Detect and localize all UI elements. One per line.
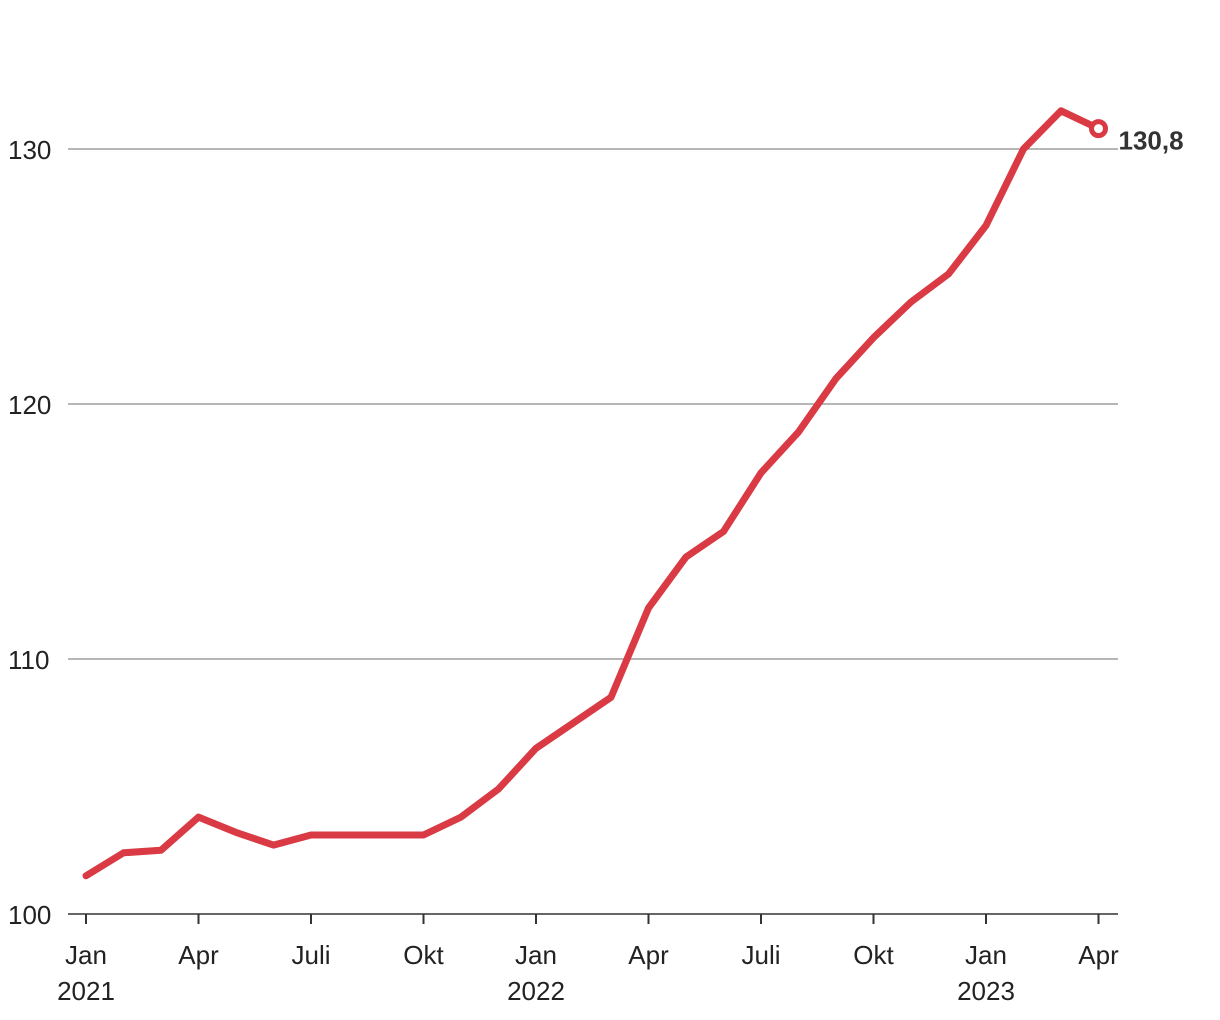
x-tick-label: Apr: [178, 940, 219, 970]
end-value-label: 130,8: [1119, 126, 1184, 156]
x-tick-year-label: 2021: [57, 976, 115, 1006]
x-axis: Jan 2021 Apr Juli Okt Jan 2022 Apr Juli Okt Jan 202…: [57, 913, 1119, 1006]
x-tick-label: Juli: [291, 940, 330, 970]
x-tick-label: Juli: [741, 940, 780, 970]
x-tick-label: Apr: [628, 940, 669, 970]
data-labels: 130,8: [1119, 126, 1184, 156]
x-tick-year-label: 2023: [957, 976, 1015, 1006]
series-line: [82, 107, 1102, 880]
y-axis: 100 110 120 130: [8, 135, 51, 930]
x-tick-year-label: 2022: [507, 976, 565, 1006]
y-tick-label: 100: [8, 900, 51, 930]
x-tick-label: Apr: [1078, 940, 1119, 970]
y-tick-label: 110: [8, 645, 49, 675]
y-tick-label: 130: [8, 135, 51, 165]
x-tick-label: Jan: [965, 940, 1007, 970]
series-layer: [82, 107, 1108, 880]
end-point-marker: [1089, 119, 1108, 139]
x-tick-label: Okt: [853, 940, 894, 970]
x-tick-label: Jan: [65, 940, 107, 970]
y-tick-label: 120: [8, 390, 51, 420]
x-tick-label: Jan: [515, 940, 557, 970]
gridlines: [68, 148, 1118, 660]
x-tick-label: Okt: [403, 940, 444, 970]
